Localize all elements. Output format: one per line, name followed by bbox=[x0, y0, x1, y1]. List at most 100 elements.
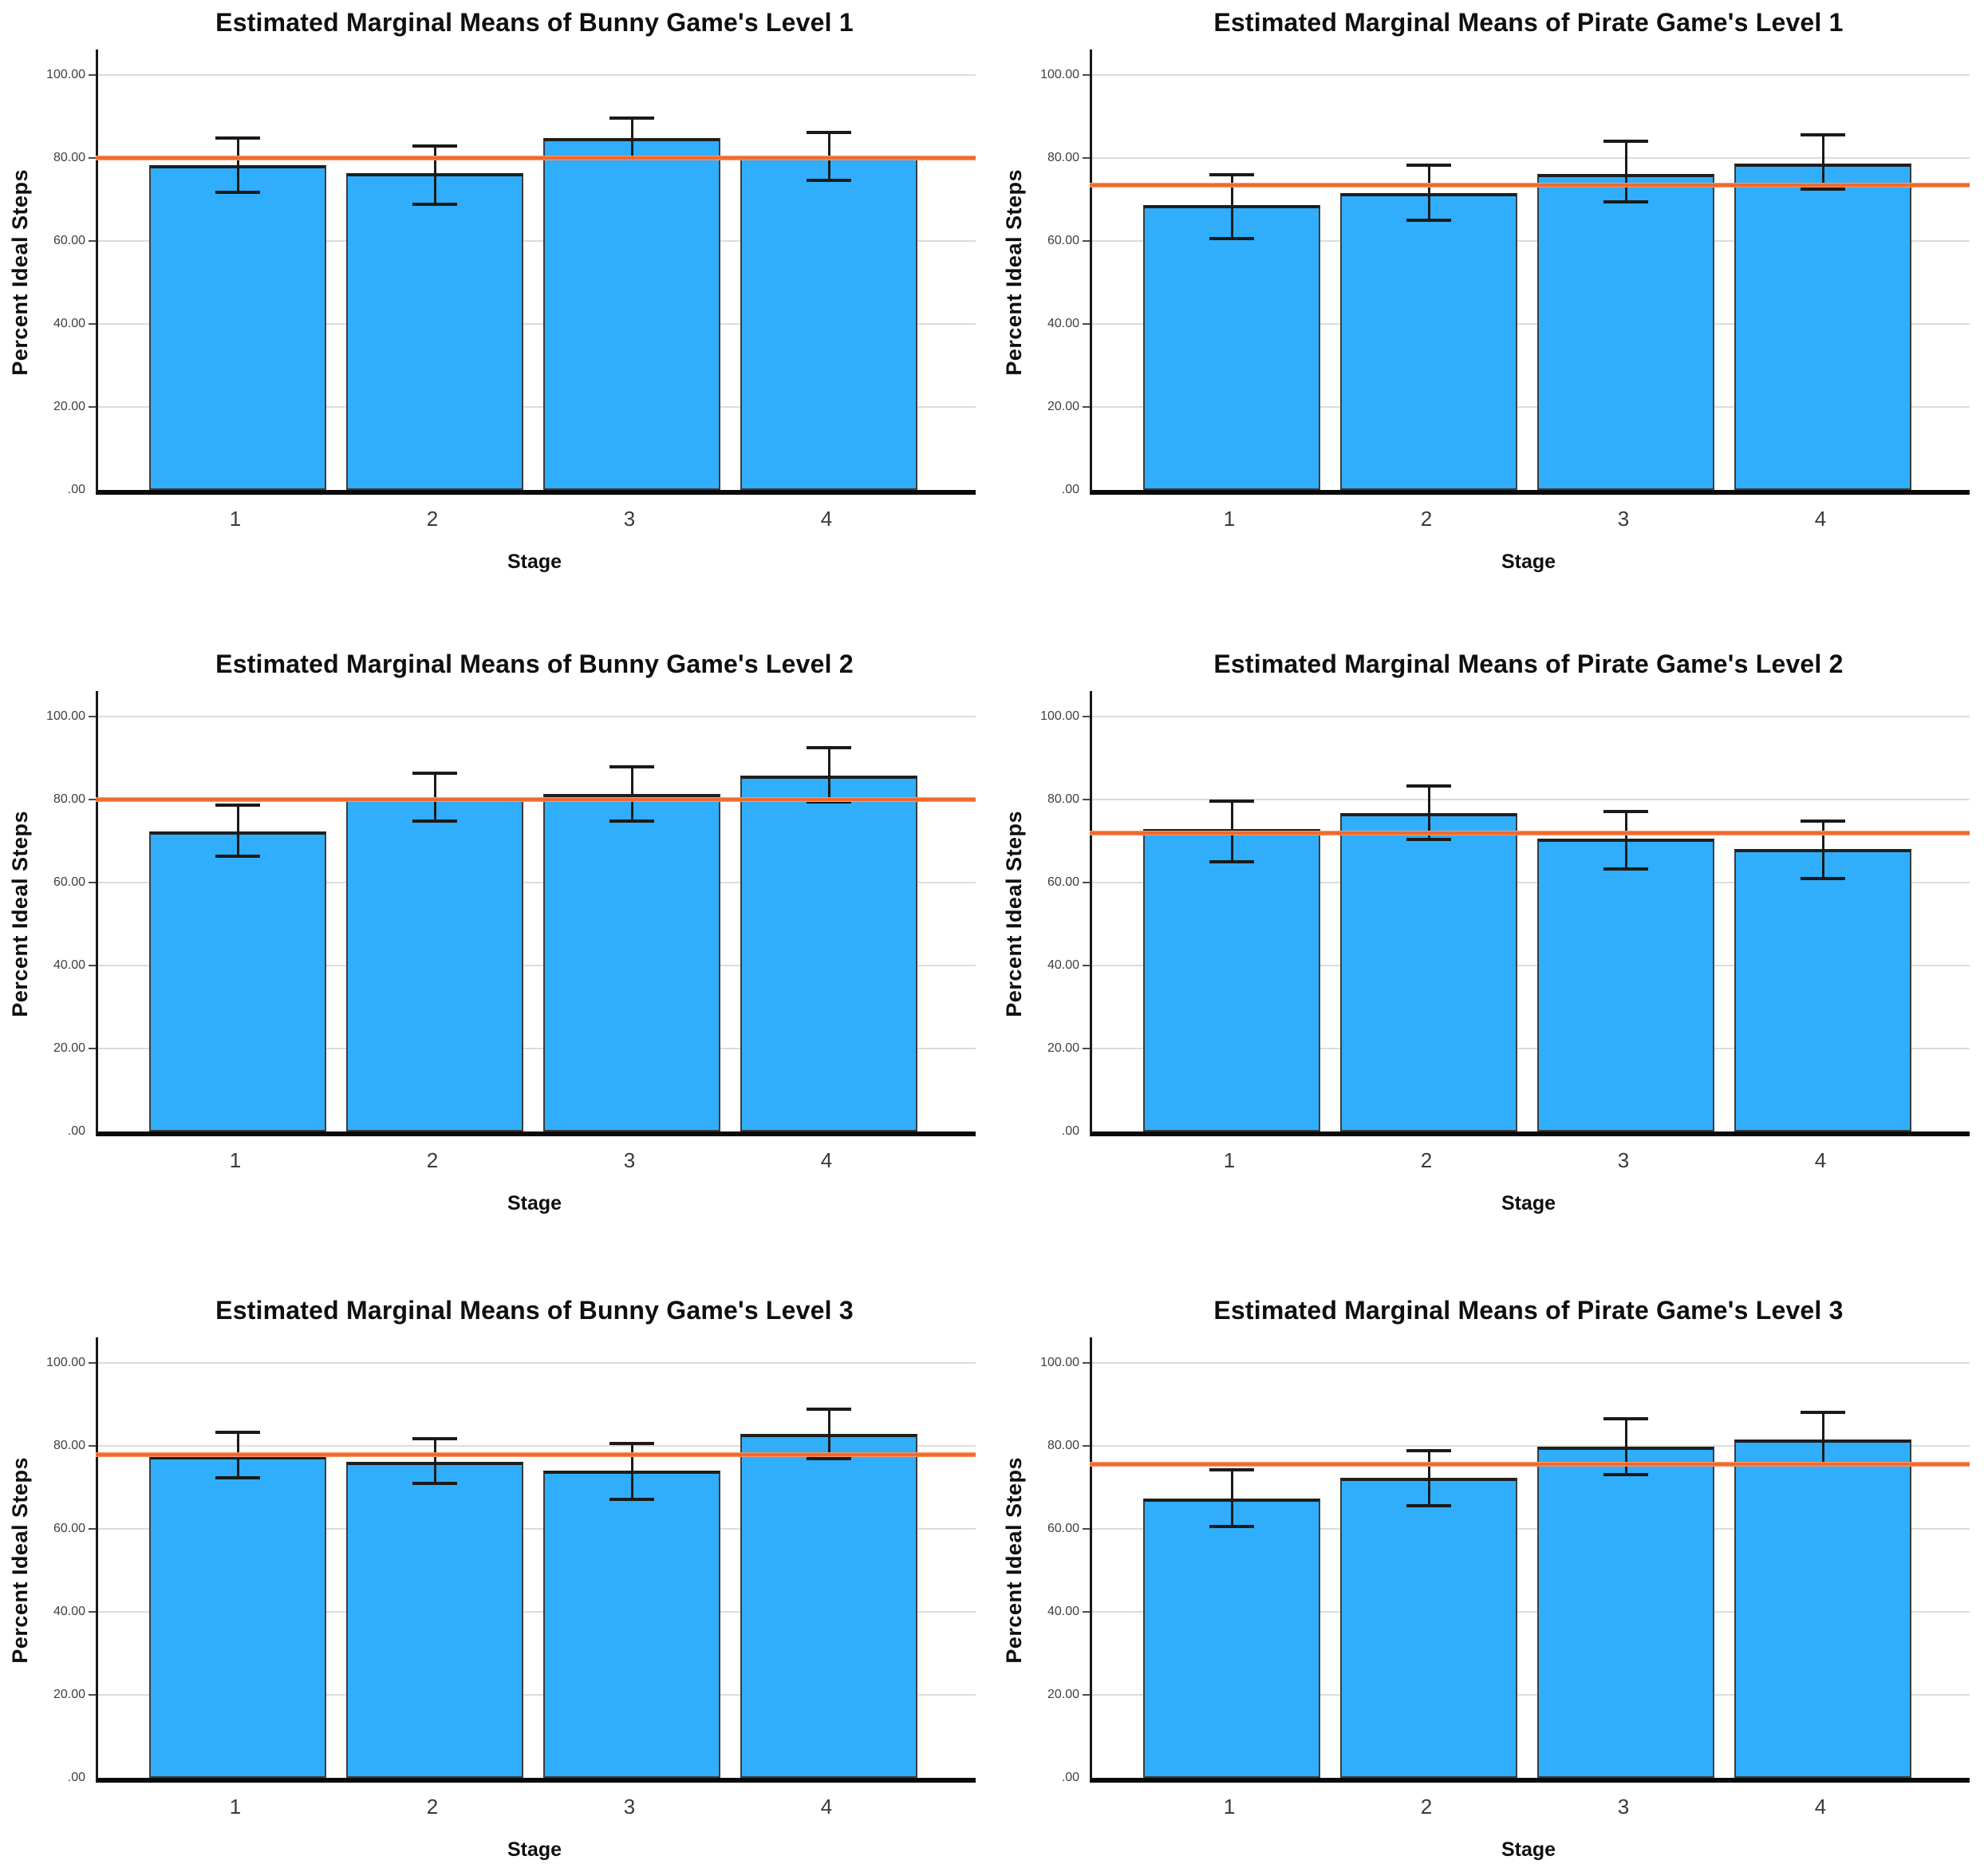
gridline bbox=[98, 1362, 976, 1364]
plot-area: .00 20.00 40.00 60.00 80.00 100.00 bbox=[46, 691, 976, 1138]
chart-title: Estimated Marginal Means of Bunny Game's… bbox=[215, 650, 854, 678]
x-tick-labels: 1 2 3 4 bbox=[1090, 1146, 1967, 1175]
y-tick-mark bbox=[1083, 406, 1090, 408]
y-tick-mark bbox=[1083, 1528, 1090, 1530]
y-tick-mark bbox=[89, 1694, 96, 1696]
plot-wrapper: Percent Ideal Steps .00 20.00 40.00 60.00 80… bbox=[8, 49, 976, 496]
error-bar-stem bbox=[236, 804, 239, 857]
x-tick-label: 4 bbox=[820, 1795, 833, 1819]
error-bar-stem bbox=[827, 748, 830, 802]
error-bar-cap-bottom bbox=[412, 203, 457, 207]
y-tick-label: 100.00 bbox=[1040, 709, 1079, 723]
error-bar-cap-bottom bbox=[1406, 219, 1451, 222]
y-tick-label: .00 bbox=[1061, 483, 1079, 496]
y-tick-mark bbox=[1083, 1445, 1090, 1447]
plot-area: .00 20.00 40.00 60.00 80.00 100.00 bbox=[1040, 49, 1970, 496]
chart-panel-pirate-level-3: Estimated Marginal Means of Pirate Game'… bbox=[994, 1248, 1988, 1872]
error-bar-cap-top bbox=[412, 1436, 457, 1440]
y-tick-label: 100.00 bbox=[46, 1356, 85, 1369]
bar bbox=[346, 173, 523, 490]
error-bar-cap-top bbox=[609, 765, 654, 769]
error-bar-cap-top bbox=[609, 117, 654, 120]
bar bbox=[1734, 164, 1911, 490]
gridline bbox=[1092, 74, 1970, 76]
gridline bbox=[98, 240, 976, 242]
error-bar-cap-top bbox=[807, 746, 851, 749]
bar bbox=[740, 155, 917, 490]
y-axis-label: Percent Ideal Steps bbox=[7, 1456, 32, 1664]
y-tick-mark bbox=[89, 157, 96, 159]
error-bar-cap-bottom bbox=[807, 1457, 851, 1461]
plot-area: .00 20.00 40.00 60.00 80.00 100.00 bbox=[1040, 691, 1970, 1138]
y-tick-label: 20.00 bbox=[53, 1041, 85, 1055]
y-tick-label: 100.00 bbox=[46, 68, 85, 81]
error-bar-cap-top bbox=[1801, 819, 1845, 823]
y-tick-label: 40.00 bbox=[1047, 317, 1079, 330]
error-bar-cap-bottom bbox=[609, 819, 654, 823]
x-tick-label: 1 bbox=[1223, 1148, 1236, 1172]
y-tick-label: 40.00 bbox=[1047, 958, 1079, 972]
error-bar-stem bbox=[1427, 785, 1430, 840]
bar bbox=[1340, 812, 1517, 1131]
y-tick-label: .00 bbox=[1061, 1124, 1079, 1138]
bar bbox=[740, 776, 917, 1131]
x-tick-label: 2 bbox=[1420, 1795, 1433, 1819]
error-bar-cap-top bbox=[807, 1407, 851, 1411]
gridline bbox=[1092, 323, 1970, 325]
y-axis-label: Percent Ideal Steps bbox=[7, 810, 32, 1017]
x-tick-label: 4 bbox=[820, 507, 833, 531]
error-bar-stem bbox=[630, 1443, 633, 1499]
y-tick-mark bbox=[1083, 74, 1090, 76]
error-bar-stem bbox=[1624, 811, 1627, 869]
x-axis-label: Stage bbox=[1501, 1838, 1556, 1861]
x-tick-labels: 1 2 3 4 bbox=[1090, 1792, 1967, 1821]
bar bbox=[1340, 1477, 1517, 1778]
gridline bbox=[1092, 716, 1970, 717]
error-bar-cap-bottom bbox=[1801, 188, 1845, 191]
x-tick-label: 3 bbox=[1617, 507, 1630, 531]
x-tick-label: 4 bbox=[1814, 1795, 1827, 1819]
plot-wrapper: Percent Ideal Steps .00 20.00 40.00 60.00 80… bbox=[1002, 49, 1970, 496]
error-bar-cap-bottom bbox=[1209, 237, 1254, 241]
chart-title: Estimated Marginal Means of Bunny Game's… bbox=[215, 8, 854, 37]
x-tick-label: 2 bbox=[426, 1148, 439, 1172]
y-tick-label: 60.00 bbox=[53, 1522, 85, 1535]
y-tick-mark bbox=[89, 323, 96, 325]
x-tick-labels: 1 2 3 4 bbox=[96, 1792, 973, 1821]
y-tick-label: 60.00 bbox=[53, 234, 85, 247]
gridline bbox=[1092, 1694, 1970, 1696]
y-tick-mark bbox=[89, 799, 96, 800]
y-tick-label: 60.00 bbox=[53, 875, 85, 889]
plot-area: .00 20.00 40.00 60.00 80.00 100.00 bbox=[1040, 1337, 1970, 1784]
y-tick-label: 80.00 bbox=[1047, 792, 1079, 806]
x-tick-label: 2 bbox=[1420, 507, 1433, 531]
gridline bbox=[1092, 406, 1970, 408]
reference-line bbox=[1090, 830, 1970, 835]
error-bar-cap-bottom bbox=[1603, 199, 1648, 203]
error-bar-cap-bottom bbox=[215, 191, 260, 195]
y-tick-label: 20.00 bbox=[1047, 400, 1079, 413]
y-tick-label: .00 bbox=[67, 483, 85, 496]
y-tick-mark bbox=[1083, 323, 1090, 325]
y-tick-mark bbox=[89, 965, 96, 966]
gridline bbox=[1092, 965, 1970, 966]
x-tick-labels: 1 2 3 4 bbox=[1090, 504, 1967, 533]
error-bar-cap-top bbox=[1406, 784, 1451, 788]
error-bar-stem bbox=[630, 767, 633, 822]
y-tick-label: 100.00 bbox=[1040, 68, 1079, 81]
x-axis-label: Stage bbox=[507, 551, 562, 573]
error-bar-cap-top bbox=[1603, 1417, 1648, 1421]
y-tick-mark bbox=[1083, 799, 1090, 800]
x-tick-labels: 1 2 3 4 bbox=[96, 504, 973, 533]
bar bbox=[346, 1461, 523, 1778]
error-bar-cap-top bbox=[215, 1431, 260, 1435]
error-bar-cap-bottom bbox=[412, 1482, 457, 1486]
error-bar-stem bbox=[1427, 164, 1430, 220]
y-tick-mark bbox=[1083, 1048, 1090, 1049]
error-bar-cap-top bbox=[412, 144, 457, 148]
error-bar-stem bbox=[1624, 1419, 1627, 1475]
bar bbox=[1143, 829, 1320, 1131]
y-tick-mark bbox=[1083, 882, 1090, 883]
error-bar-cap-bottom bbox=[1603, 867, 1648, 871]
x-tick-label: 1 bbox=[1223, 507, 1236, 531]
